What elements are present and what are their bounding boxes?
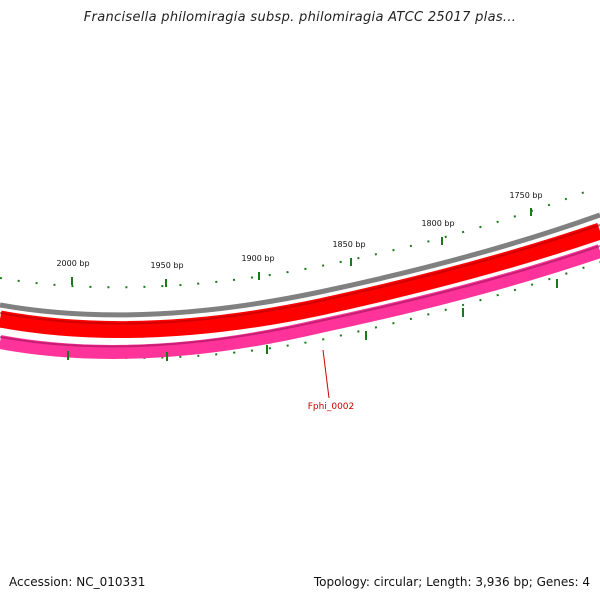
forward-cds-track[interactable]: [0, 222, 600, 339]
summary-text: Topology: circular; Length: 3,936 bp; Ge…: [313, 575, 590, 589]
tick-label: 1800 bp: [421, 219, 454, 228]
forward-cds-edge: [0, 224, 600, 325]
accession-text: Accession: NC_010331: [9, 575, 146, 589]
tick-label: 1950 bp: [150, 261, 183, 270]
major-ticks-inner: [67, 279, 558, 361]
outer-tick-ring: [0, 189, 591, 289]
backbone-track: [0, 212, 600, 318]
reverse-cds-track[interactable]: [0, 244, 600, 359]
tick-label: 1750 bp: [509, 191, 542, 200]
major-ticks-outer: [71, 208, 532, 287]
map-title: Francisella philomiragia subsp. philomir…: [83, 10, 517, 25]
reverse-cds-edge: [0, 245, 600, 348]
tick-label: 2000 bp: [56, 259, 89, 268]
gene-label-fphi-0002[interactable]: Fphi_0002: [308, 402, 355, 412]
tick-label: 1900 bp: [241, 254, 274, 263]
tick-label: 1850 bp: [332, 240, 365, 249]
gene-label-pointer: [322, 349, 330, 399]
